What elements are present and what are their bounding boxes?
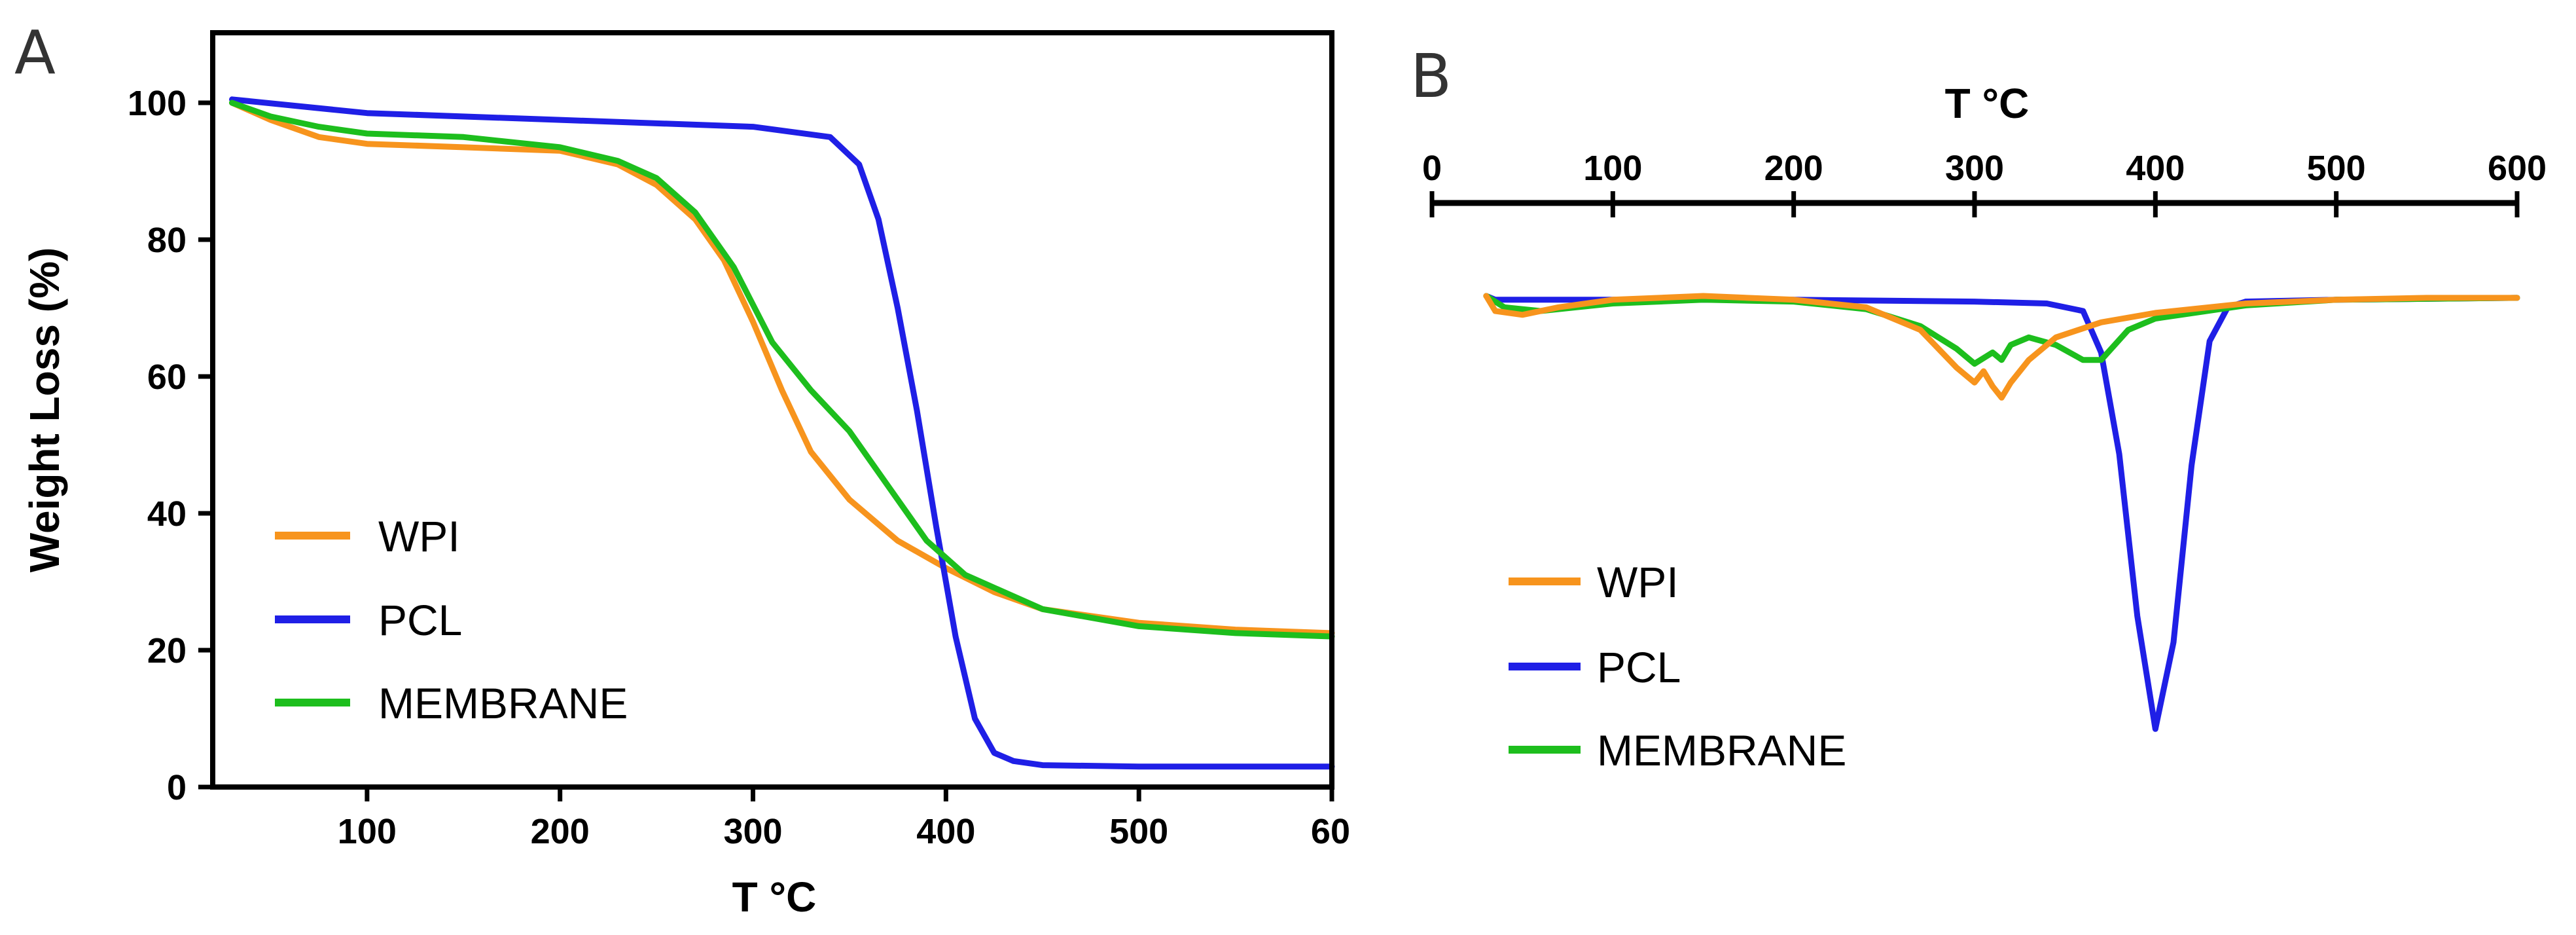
panel-a-legend: WPI PCL MEMBRANE (275, 512, 628, 727)
panel-a-letter: A (14, 18, 56, 88)
panel-a-x-tick-label: 300 (723, 812, 782, 851)
panel-a-y-tick-label: 80 (147, 221, 187, 260)
panel-b-x-tick-label: 200 (1764, 149, 1823, 188)
panel-a-series-membrane (229, 100, 1335, 640)
panel-b-x-tick-label: 100 (1583, 149, 1642, 188)
panel-b-x-tick-label: 500 (2307, 149, 2366, 188)
panel-a-x-tick-label: 500 (1109, 812, 1168, 851)
panel-a-y-axis-title: Weight Loss (%) (21, 248, 68, 573)
panel-b-legend-label-wpi: WPI (1597, 558, 1679, 606)
panel-a-legend-label-wpi: WPI (378, 512, 460, 560)
panel-a-plot-frame (210, 30, 1334, 790)
panel-a-y-tick-label: 100 (128, 84, 187, 123)
panel-a-legend-label-membrane: MEMBRANE (378, 679, 628, 727)
panel-a-legend-label-pcl: PCL (378, 596, 462, 644)
panel-b-series-membrane (1483, 293, 2520, 367)
panel-a-x-axis-title: T °C (732, 873, 817, 921)
panel-b-ticks: 0 100 200 300 400 500 600 (1422, 149, 2547, 217)
panel-a-x-tick-label: 100 (338, 812, 397, 851)
panel-b-legend: WPI PCL MEMBRANE (1509, 558, 1846, 775)
panel-b-x-tick-label: 600 (2488, 149, 2547, 188)
panel-b-x-tick-label: 400 (2126, 149, 2185, 188)
panel-a-x-tick-label: 400 (916, 812, 975, 851)
panel-a-y-tick-label: 60 (147, 358, 187, 397)
panel-b-chart: B T °C 0 100 200 300 400 500 600 WPI PCL MEMBR… (1410, 41, 2547, 775)
panel-b-letter: B (1410, 41, 1452, 111)
panel-a-y-tick-label: 20 (147, 631, 187, 670)
panel-a-y-tick-label: 40 (147, 494, 187, 534)
panel-b-x-axis-title: T °C (1945, 80, 2030, 127)
panel-b-legend-label-membrane: MEMBRANE (1597, 726, 1846, 775)
panel-b-x-tick-label: 300 (1945, 149, 2004, 188)
panel-a-curves (229, 96, 1335, 770)
panel-a-y-tick-label: 0 (167, 768, 187, 807)
panel-b-series-wpi (1483, 293, 2520, 401)
panel-a-series-pcl (229, 96, 1335, 770)
panel-b-legend-label-pcl: PCL (1597, 643, 1681, 691)
panel-a-x-tick-label: 200 (531, 812, 590, 851)
panel-b-curves (1483, 293, 2520, 732)
panel-b-x-tick-label: 0 (1422, 149, 1442, 188)
panel-a-x-tick-label: 60 (1311, 812, 1350, 851)
